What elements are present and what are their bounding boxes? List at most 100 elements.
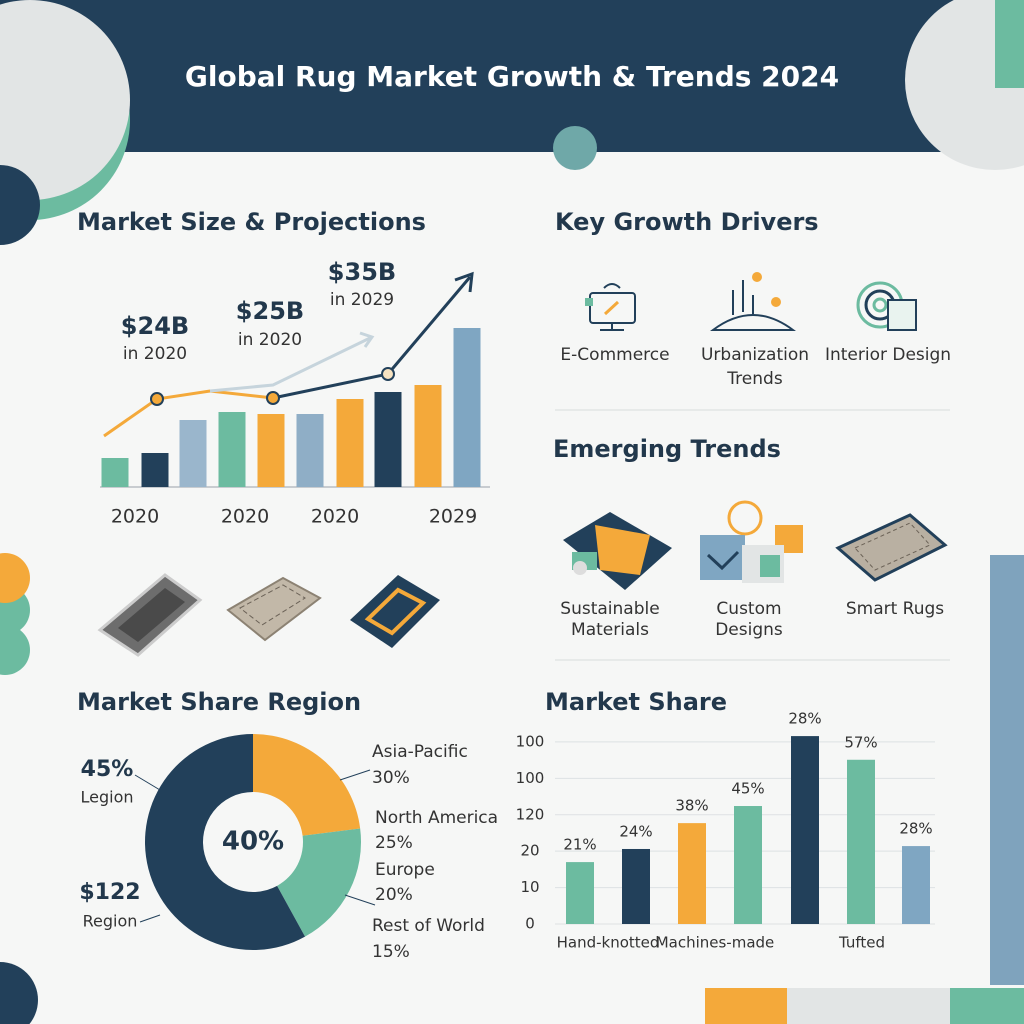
trend-label: Custom xyxy=(716,599,781,619)
deco-circle xyxy=(0,0,130,200)
bar xyxy=(218,412,246,487)
legend-value: 25% xyxy=(375,833,413,853)
y-tick-label: 100 xyxy=(516,769,545,787)
trend-label: Sustainable xyxy=(560,599,659,619)
x-tick-label: Tufted xyxy=(838,934,885,952)
deco-circle xyxy=(0,625,30,675)
bar xyxy=(179,420,207,487)
legend-value: 15% xyxy=(372,942,410,962)
x-tick-label: 2029 xyxy=(429,506,477,528)
bar xyxy=(336,399,364,487)
chart-title: Market Share Region xyxy=(77,688,361,716)
chart-title: Market Share xyxy=(545,688,727,716)
leader-line xyxy=(344,894,376,906)
annotation-note: in 2029 xyxy=(330,290,394,310)
icon-sustainable xyxy=(563,512,672,590)
bar-label: 21% xyxy=(563,836,596,854)
section-title: Emerging Trends xyxy=(553,435,781,463)
driver-label: Urbanization xyxy=(701,345,809,365)
deco-circle xyxy=(0,553,30,603)
bar xyxy=(678,823,706,924)
deco-circle xyxy=(905,0,1024,170)
bar xyxy=(101,458,129,487)
chart-title: Market Size & Projections xyxy=(77,208,426,236)
callout-value: 45% xyxy=(81,757,134,782)
callout-value: $122 xyxy=(79,880,140,905)
legend-value: 30% xyxy=(372,768,410,788)
deco-rect xyxy=(950,988,1024,1024)
bar xyxy=(734,806,762,924)
bar xyxy=(902,846,930,924)
driver-label: Trends xyxy=(726,369,783,389)
trend-label: Materials xyxy=(571,620,649,640)
arrow-head xyxy=(359,331,375,348)
bar xyxy=(622,848,650,924)
leader-line xyxy=(139,914,161,923)
trend-point xyxy=(150,392,164,406)
driver-label: E-Commerce xyxy=(560,345,669,365)
donut-segment xyxy=(277,828,361,937)
annotation-note: in 2020 xyxy=(123,344,187,364)
icon-smart-rug xyxy=(835,513,948,582)
bar-label: 57% xyxy=(844,733,877,751)
header-band xyxy=(0,0,1024,152)
donut-segment xyxy=(253,734,361,836)
y-tick-label: 0 xyxy=(525,915,535,933)
x-tick-label: Machines-made xyxy=(656,934,775,952)
bar xyxy=(414,385,442,487)
bar xyxy=(847,759,875,924)
arrow-head xyxy=(454,271,474,293)
trend-label: Smart Rugs xyxy=(846,599,944,619)
deco-circle xyxy=(0,165,40,245)
rug-image xyxy=(226,576,322,642)
bar xyxy=(453,328,481,487)
bar xyxy=(374,392,402,487)
trend-line xyxy=(209,336,371,393)
legend-name: North America xyxy=(375,808,498,828)
x-tick-label: 2020 xyxy=(221,506,269,528)
bar-label: 24% xyxy=(619,822,652,840)
legend-name: Europe xyxy=(375,860,435,880)
bar xyxy=(296,414,324,487)
bar-label: 45% xyxy=(731,780,764,798)
y-tick-label: 100 xyxy=(516,732,545,750)
deco-circle xyxy=(553,126,597,170)
icon-urbanization xyxy=(709,272,797,331)
trend-point xyxy=(266,391,280,405)
legend-value: 20% xyxy=(375,885,413,905)
y-tick-label: 10 xyxy=(520,878,539,896)
trend-point xyxy=(381,367,395,381)
annotation-note: in 2020 xyxy=(238,330,302,350)
y-tick-label: 120 xyxy=(516,805,545,823)
x-tick-label: 2020 xyxy=(111,506,159,528)
annotation-value: $35B xyxy=(328,258,396,286)
leader-line xyxy=(134,774,161,791)
deco-rect xyxy=(787,988,950,1024)
annotation-value: $24B xyxy=(121,312,189,340)
driver-label: Interior Design xyxy=(825,345,951,365)
x-tick-label: Hand-knotted xyxy=(557,934,660,952)
legend-name: Asia-Pacific xyxy=(372,742,468,762)
legend-name: Rest of World xyxy=(372,916,485,936)
bar xyxy=(566,862,594,924)
callout-note: Legion xyxy=(80,788,133,807)
deco-circle xyxy=(0,962,38,1024)
icon-interior xyxy=(856,281,917,331)
donut-center-label: 40% xyxy=(222,827,284,857)
bar-label: 28% xyxy=(899,820,932,838)
bar xyxy=(257,414,285,487)
deco-rect xyxy=(995,0,1024,88)
rug-image xyxy=(97,573,203,657)
trend-label: Designs xyxy=(715,620,783,640)
section-title: Key Growth Drivers xyxy=(555,208,819,236)
bar-label: 28% xyxy=(788,710,821,728)
deco-rect xyxy=(990,555,1024,985)
rug-image xyxy=(350,575,440,648)
icon-custom xyxy=(700,500,803,583)
page-title: Global Rug Market Growth & Trends 2024 xyxy=(185,60,839,93)
callout-note: Region xyxy=(83,912,138,931)
donut-segment xyxy=(144,734,306,950)
deco-rect xyxy=(705,988,787,1024)
icon-ecommerce xyxy=(585,283,636,331)
